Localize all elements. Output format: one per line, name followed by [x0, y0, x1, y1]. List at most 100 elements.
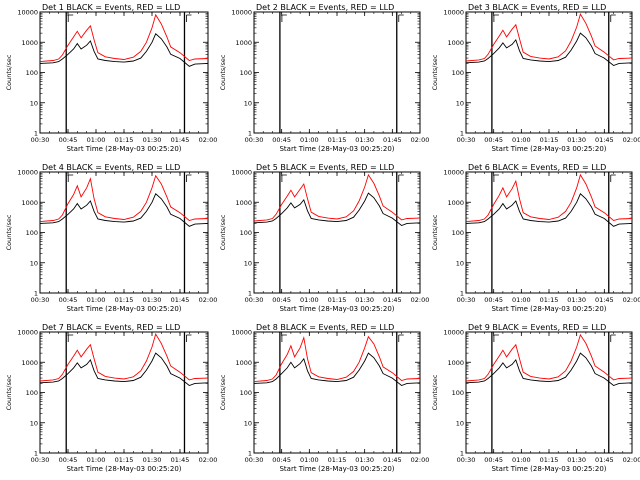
time-marker-flag	[493, 174, 499, 182]
time-marker-flag	[281, 14, 287, 22]
panel-title: Det 3 BLACK = Events, RED = LLD	[468, 3, 606, 12]
time-marker-flag	[493, 334, 499, 342]
x-tick-label: 01:45	[383, 136, 402, 144]
plot-frame	[39, 171, 209, 294]
y-tick-label: 10000	[231, 169, 252, 177]
plot-frame	[465, 171, 633, 294]
y-tick-label: 10000	[231, 9, 252, 17]
lld-series-line	[39, 332, 209, 382]
x-tick-label: 02:00	[199, 456, 218, 464]
x-tick-label: 01:30	[567, 456, 586, 464]
x-tick-label: 02:00	[199, 136, 218, 144]
time-marker-flag	[186, 174, 192, 182]
time-marker-flag	[493, 14, 499, 22]
x-tick-label: 01:45	[171, 136, 190, 144]
plot-frame	[465, 331, 633, 454]
time-marker-flag	[281, 334, 287, 342]
y-axis-label: Counts/sec	[431, 54, 439, 90]
y-tick-label: 1	[34, 450, 38, 458]
panel-title: Det 2 BLACK = Events, RED = LLD	[256, 3, 394, 12]
panel-det-9: Det 9 BLACK = Events, RED = LLD 1 10 100 100…	[431, 323, 640, 473]
plot-frame	[39, 11, 209, 134]
x-tick-label: 01:45	[171, 296, 190, 304]
y-tick-label: 10000	[231, 329, 252, 337]
panel-det-7: Det 7 BLACK = Events, RED = LLD 1 10 100 100…	[5, 323, 217, 473]
y-tick-label: 10	[30, 259, 38, 267]
lld-series-line	[465, 12, 633, 62]
y-axis-label: Counts/sec	[5, 54, 13, 90]
x-tick-label: 00:45	[59, 136, 78, 144]
x-axis-label: Start Time (28-May-03 00:25:20)	[491, 145, 606, 153]
plot-frame	[253, 171, 421, 294]
time-marker-flag	[186, 14, 192, 22]
x-tick-label: 01:00	[512, 136, 531, 144]
y-tick-label: 100	[240, 69, 252, 77]
y-tick-label: 10	[456, 99, 464, 107]
x-tick-label: 01:15	[115, 456, 134, 464]
y-tick-label: 1	[248, 290, 252, 298]
x-tick-label: 01:30	[143, 136, 162, 144]
x-tick-label: 00:45	[59, 456, 78, 464]
time-marker-flag	[281, 174, 287, 182]
plot-frame	[465, 11, 633, 134]
y-tick-label: 100	[452, 69, 464, 77]
plot-frame	[253, 331, 421, 454]
y-tick-label: 1000	[235, 39, 252, 47]
x-tick-label: 00:45	[272, 136, 291, 144]
x-tick-label: 01:00	[87, 456, 106, 464]
x-axis-label: Start Time (28-May-03 00:25:20)	[279, 145, 394, 153]
panel-det-1: Det 1 BLACK = Events, RED = LLD 1 10 100 100…	[5, 3, 217, 153]
panel-title: Det 4 BLACK = Events, RED = LLD	[42, 163, 180, 172]
y-tick-label: 1	[34, 130, 38, 138]
x-tick-label: 01:00	[512, 456, 531, 464]
y-tick-label: 1000	[447, 39, 464, 47]
x-tick-label: 01:15	[328, 456, 347, 464]
x-tick-label: 00:30	[31, 136, 50, 144]
y-axis-label: Counts/sec	[219, 374, 227, 410]
plot-frame	[253, 11, 421, 134]
x-tick-label: 02:00	[623, 136, 640, 144]
x-tick-label: 00:45	[484, 456, 503, 464]
x-tick-label: 00:30	[457, 456, 476, 464]
y-tick-label: 100	[26, 229, 38, 237]
y-tick-label: 10000	[17, 9, 38, 17]
x-tick-label: 01:30	[143, 296, 162, 304]
x-tick-label: 01:00	[87, 296, 106, 304]
lld-series-line	[465, 333, 633, 382]
y-tick-label: 100	[240, 389, 252, 397]
plot-frame	[39, 331, 209, 454]
panel-title: Det 9 BLACK = Events, RED = LLD	[468, 323, 606, 332]
panel-det-6: Det 6 BLACK = Events, RED = LLD 1 10 100 100…	[431, 163, 640, 313]
x-tick-label: 01:00	[300, 456, 319, 464]
x-tick-label: 01:15	[328, 296, 347, 304]
x-tick-label: 00:30	[457, 136, 476, 144]
x-tick-label: 00:45	[484, 136, 503, 144]
x-tick-label: 01:00	[87, 136, 106, 144]
time-marker-flag	[610, 334, 616, 342]
x-tick-label: 00:30	[31, 296, 50, 304]
time-marker-flag	[67, 14, 74, 22]
x-tick-label: 02:00	[411, 456, 430, 464]
y-tick-label: 100	[26, 389, 38, 397]
y-tick-label: 10000	[443, 169, 464, 177]
y-tick-label: 100	[452, 229, 464, 237]
x-tick-label: 01:00	[512, 296, 531, 304]
y-tick-label: 10	[456, 419, 464, 427]
y-axis-label: Counts/sec	[5, 374, 13, 410]
x-tick-label: 02:00	[411, 136, 430, 144]
x-tick-label: 00:30	[31, 456, 50, 464]
lld-series-line	[39, 174, 209, 223]
panel-title: Det 8 BLACK = Events, RED = LLD	[256, 323, 394, 332]
y-tick-label: 1	[460, 130, 464, 138]
y-tick-label: 100	[26, 69, 38, 77]
x-tick-label: 00:30	[245, 456, 264, 464]
x-tick-label: 01:15	[115, 136, 134, 144]
x-axis-label: Start Time (28-May-03 00:25:20)	[66, 145, 181, 153]
time-marker-flag	[67, 174, 74, 182]
x-tick-label: 00:45	[272, 456, 291, 464]
x-tick-label: 02:00	[623, 296, 640, 304]
panel-title: Det 6 BLACK = Events, RED = LLD	[468, 163, 606, 172]
y-tick-label: 10000	[443, 9, 464, 17]
x-axis-label: Start Time (28-May-03 00:25:20)	[279, 305, 394, 313]
y-tick-label: 1000	[21, 359, 38, 367]
